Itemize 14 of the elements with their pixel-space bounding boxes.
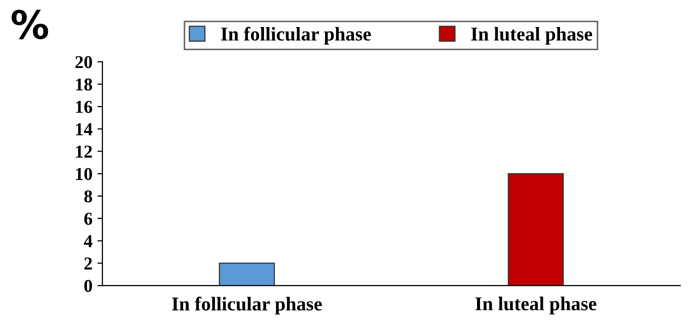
y-tick-label: 16 xyxy=(76,100,92,113)
y-axis-title: % xyxy=(12,10,48,40)
y-tick-label: 18 xyxy=(76,78,92,91)
y-tick-label: 4 xyxy=(84,235,92,248)
legend-label: In follicular phase xyxy=(221,26,371,45)
y-tick-label: 12 xyxy=(76,146,92,158)
y-tick-label: 14 xyxy=(76,123,92,136)
y-tick-label: 20 xyxy=(75,56,92,68)
y-tick-label: 8 xyxy=(84,190,92,202)
y-tick-label: 0 xyxy=(84,280,92,292)
legend-label: In luteal phase xyxy=(471,26,592,45)
y-tick-label: 10 xyxy=(76,168,92,180)
y-tick-label: 2 xyxy=(84,258,92,270)
y-tick-label: 6 xyxy=(84,212,92,225)
